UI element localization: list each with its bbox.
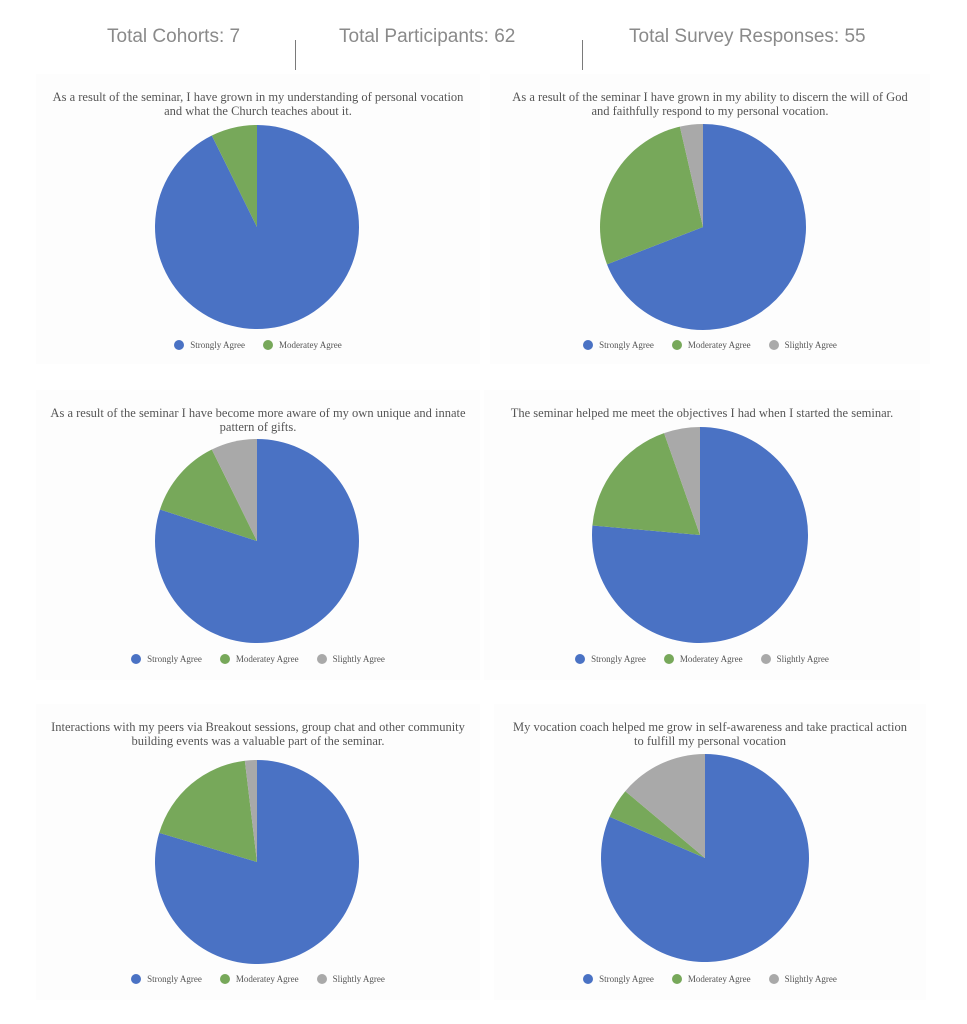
total-participants: Total Participants: 62 [339, 26, 516, 47]
pie-slice-moderatey-agree[interactable] [600, 126, 703, 265]
pie-chart [155, 439, 359, 643]
legend-swatch [316, 654, 327, 664]
legend-item-strongly-agree[interactable]: Strongly Agree [583, 974, 654, 984]
pie-slice-moderatey-agree[interactable] [609, 791, 705, 858]
legend-item-strongly-agree[interactable]: Strongly Agree [575, 654, 646, 664]
pie-slice-slightly-agree[interactable] [244, 760, 257, 862]
pie-slice-moderatey-agree[interactable] [159, 760, 257, 862]
legend-item-moderatey-agree[interactable]: Moderatey Agree [671, 340, 751, 350]
stats-divider [295, 40, 296, 70]
legend-item-slightly-agree[interactable]: Slightly Agree [316, 974, 385, 984]
pie-slice-slightly-agree[interactable] [664, 427, 700, 535]
total-cohorts: Total Cohorts: 7 [107, 26, 241, 47]
legend-item-strongly-agree[interactable]: Strongly Agree [131, 974, 202, 984]
pie-chart [600, 124, 806, 330]
pie-slice-slightly-agree[interactable] [211, 439, 257, 541]
chart-title: As a result of the seminar, I have grown… [52, 90, 464, 118]
legend-label: Moderatey Agree [279, 340, 342, 350]
legend-swatch [768, 340, 779, 350]
legend-swatch [263, 340, 273, 350]
chart-title: My vocation coach helped me grow in self… [513, 720, 907, 748]
legend-swatch [131, 974, 142, 984]
chart-legend: Strongly Agree Moderatey Agree Slightly Ag… [484, 654, 920, 664]
legend-label: Moderatey Agree [235, 654, 299, 664]
pie-slice-moderatey-agree[interactable] [159, 449, 257, 541]
legend-label: Moderatey Agree [687, 340, 751, 350]
chart-legend: Strongly Agree Moderatey Agree Slightly Ag… [36, 654, 480, 664]
legend-label: Moderatey Agree [235, 974, 299, 984]
legend-swatch [760, 654, 771, 664]
legend-item-strongly-agree[interactable]: Strongly Agree [583, 340, 654, 350]
legend-label: Strongly Agree [591, 654, 646, 664]
legend-label: Strongly Agree [147, 654, 202, 664]
legend-item-moderatey-agree[interactable]: Moderatey Agree [219, 654, 299, 664]
legend-swatch [219, 654, 230, 664]
legend-item-moderatey-agree[interactable]: Moderatey Agree [671, 974, 751, 984]
chart-panel: As a result of the seminar, I have grown… [36, 74, 480, 364]
legend-item-strongly-agree[interactable]: Strongly Agree [174, 340, 245, 350]
pie-slice-strongly-agree[interactable] [606, 124, 806, 330]
legend-swatch [583, 340, 594, 350]
chart-legend: Strongly Agree Moderatey Agree Slightly Ag… [36, 974, 480, 984]
chart-title: Interactions with my peers via Breakout … [51, 720, 465, 748]
chart-legend: Strongly Agree Moderatey Agree [36, 340, 480, 350]
legend-label: Slightly Agree [784, 974, 837, 984]
legend-swatch [219, 974, 230, 984]
pie-chart [155, 125, 359, 329]
legend-item-moderatey-agree[interactable]: Moderatey Agree [263, 340, 342, 350]
legend-swatch [174, 340, 185, 350]
legend-item-slightly-agree[interactable]: Slightly Agree [768, 974, 837, 984]
pie-slice-moderatey-agree[interactable] [592, 433, 700, 535]
chart-title: As a result of the seminar I have grown … [512, 90, 908, 118]
chart-legend: Strongly Agree Moderatey Agree Slightly Ag… [494, 974, 926, 984]
legend-swatch [575, 654, 586, 664]
chart-title: The seminar helped me meet the objective… [510, 406, 894, 420]
legend-label: Slightly Agree [332, 974, 385, 984]
legend-swatch [768, 974, 779, 984]
legend-label: Strongly Agree [599, 340, 654, 350]
legend-label: Strongly Agree [599, 974, 654, 984]
legend-label: Strongly Agree [190, 340, 245, 350]
pie-slice-slightly-agree[interactable] [679, 124, 703, 227]
summary-stats: Total Cohorts: 7 Total Participants: 62 … [0, 26, 967, 72]
legend-item-slightly-agree[interactable]: Slightly Agree [768, 340, 837, 350]
legend-label: Slightly Agree [784, 340, 837, 350]
legend-item-slightly-agree[interactable]: Slightly Agree [316, 654, 385, 664]
chart-panel: The seminar helped me meet the objective… [484, 390, 920, 680]
stats-divider [582, 40, 583, 70]
legend-item-moderatey-agree[interactable]: Moderatey Agree [663, 654, 743, 664]
legend-label: Slightly Agree [332, 654, 385, 664]
legend-label: Strongly Agree [147, 974, 202, 984]
chart-panel: As a result of the seminar I have become… [36, 390, 480, 680]
legend-item-strongly-agree[interactable]: Strongly Agree [131, 654, 202, 664]
legend-item-slightly-agree[interactable]: Slightly Agree [760, 654, 829, 664]
total-survey-responses: Total Survey Responses: 55 [629, 26, 866, 47]
chart-title: As a result of the seminar I have become… [50, 406, 466, 434]
pie-slice-moderatey-agree[interactable] [211, 125, 257, 227]
legend-swatch [316, 974, 327, 984]
legend-label: Moderatey Agree [687, 974, 751, 984]
pie-slice-slightly-agree[interactable] [625, 754, 705, 858]
chart-panel: Interactions with my peers via Breakout … [36, 704, 480, 1000]
legend-item-moderatey-agree[interactable]: Moderatey Agree [219, 974, 299, 984]
pie-chart [592, 427, 808, 643]
legend-swatch [671, 974, 682, 984]
legend-label: Moderatey Agree [679, 654, 743, 664]
pie-chart [601, 754, 809, 962]
legend-swatch [663, 654, 674, 664]
chart-legend: Strongly Agree Moderatey Agree Slightly Ag… [490, 340, 930, 350]
legend-swatch [671, 340, 682, 350]
chart-panel: My vocation coach helped me grow in self… [494, 704, 926, 1000]
legend-swatch [131, 654, 142, 664]
pie-chart [155, 760, 359, 964]
chart-panel: As a result of the seminar I have grown … [490, 74, 930, 364]
legend-label: Slightly Agree [776, 654, 829, 664]
legend-swatch [583, 974, 594, 984]
